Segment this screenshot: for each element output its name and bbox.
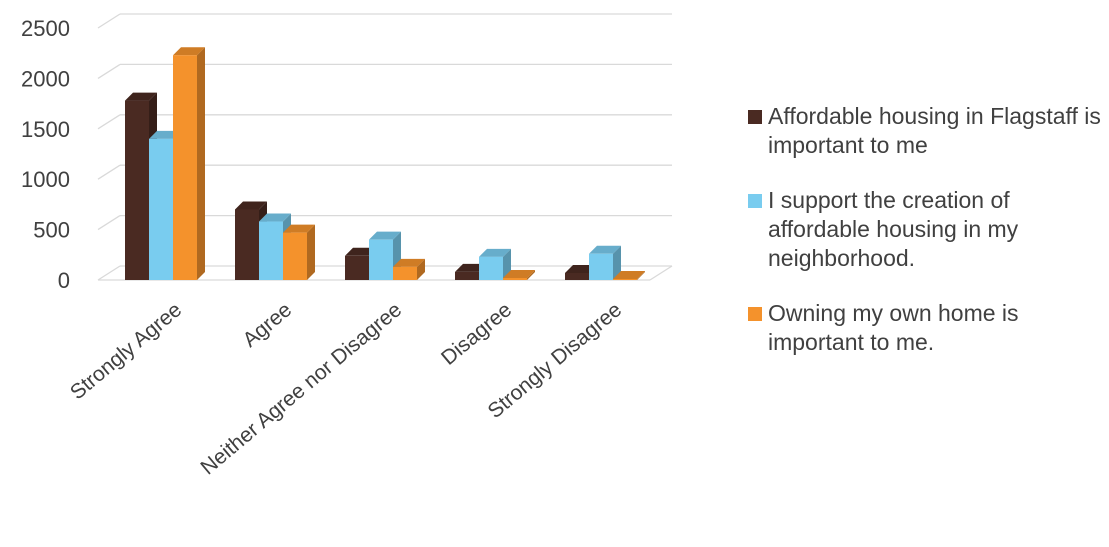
- legend-label-series-2: I support the creation of affordable hou…: [768, 187, 1019, 271]
- bar-front: [283, 232, 307, 280]
- bar-front: [565, 272, 589, 280]
- legend-item: Owning my own home is important to me.: [748, 299, 1103, 357]
- y-tick-label: 0: [58, 268, 70, 293]
- y-tick-label: 500: [33, 218, 70, 243]
- bar-top: [235, 201, 267, 210]
- x-tick-label: Disagree: [437, 298, 516, 370]
- gridline-depth: [97, 164, 121, 180]
- bar-top: [173, 47, 205, 56]
- floor-right-edge: [649, 265, 673, 281]
- gridline-depth: [97, 13, 121, 29]
- bar-top: [613, 270, 645, 279]
- bar-front: [259, 221, 283, 280]
- bar-front: [345, 255, 369, 280]
- bar: [393, 258, 425, 280]
- bar-front: [125, 100, 149, 281]
- bar-top: [503, 269, 535, 278]
- y-tick-label: 1500: [21, 117, 70, 142]
- legend-swatch-series-3: [748, 307, 762, 321]
- bar-front: [235, 209, 259, 280]
- y-tick-label: 2000: [21, 66, 70, 91]
- gridline-depth: [97, 215, 121, 231]
- bar-front: [613, 278, 637, 280]
- legend-label-series-3: Owning my own home is important to me.: [768, 300, 1019, 355]
- bar-front: [479, 256, 503, 280]
- bar-front: [503, 277, 527, 280]
- bar-top: [369, 231, 401, 240]
- bar-side: [527, 269, 535, 280]
- legend-item: I support the creation of affordable hou…: [748, 186, 1103, 273]
- bar-front: [455, 271, 479, 280]
- bar: [589, 245, 621, 280]
- bar: [173, 47, 205, 280]
- gridline-depth: [97, 114, 121, 130]
- legend-label-series-1: Affordable housing in Flagstaff is impor…: [768, 103, 1101, 158]
- bar: [503, 269, 535, 280]
- x-tick-label: Strongly Agree: [66, 298, 186, 404]
- legend-swatch-series-1: [748, 110, 762, 124]
- bar-side: [637, 270, 645, 280]
- x-tick-label: Agree: [238, 298, 296, 352]
- bar-top: [479, 248, 511, 257]
- bar-front: [369, 239, 393, 280]
- bar-front: [589, 253, 613, 280]
- bar-side: [307, 224, 315, 280]
- bar-side: [613, 245, 621, 280]
- bar-top: [589, 245, 621, 254]
- bar: [613, 270, 645, 280]
- bar-front: [393, 266, 417, 280]
- bar-top: [393, 258, 425, 267]
- legend-swatch-series-2: [748, 194, 762, 208]
- legend-item: Affordable housing in Flagstaff is impor…: [748, 102, 1103, 160]
- y-tick-label: 2500: [21, 16, 70, 41]
- bar-top: [125, 92, 157, 101]
- bar-top: [259, 213, 291, 222]
- bar-top: [283, 224, 315, 233]
- x-tick-label: Neither Agree nor Disagree: [196, 298, 406, 479]
- bar-front: [149, 138, 173, 280]
- bar: [479, 248, 511, 280]
- gridline-depth: [97, 265, 121, 281]
- bar-side: [417, 258, 425, 280]
- y-tick-label: 1000: [21, 167, 70, 192]
- bar-side: [197, 47, 205, 280]
- bar-front: [173, 55, 197, 280]
- bar: [283, 224, 315, 280]
- chart-legend: Affordable housing in Flagstaff is impor…: [748, 102, 1103, 383]
- gridline-depth: [97, 63, 121, 79]
